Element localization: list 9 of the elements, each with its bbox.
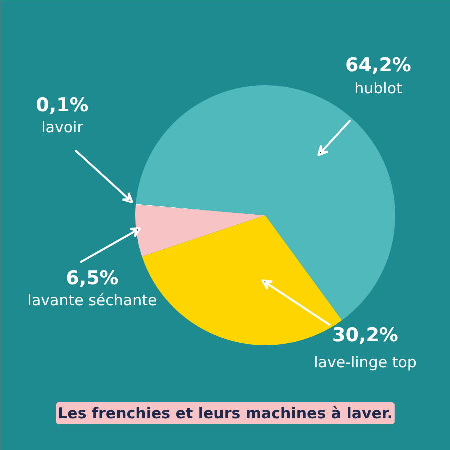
slice-label: lavoir <box>42 118 84 136</box>
data-label: 30,2% <box>332 324 398 346</box>
slice-label: lave-linge top <box>314 354 417 372</box>
slice-label: lavante séchante <box>28 292 158 310</box>
text: Les frenchies et leurs machines à laver. <box>58 404 393 422</box>
data-label: 64,2% <box>346 54 412 76</box>
slice-label: hublot <box>354 80 402 98</box>
data-label: 0,1% <box>36 94 89 116</box>
data-label: 6,5% <box>66 268 119 290</box>
